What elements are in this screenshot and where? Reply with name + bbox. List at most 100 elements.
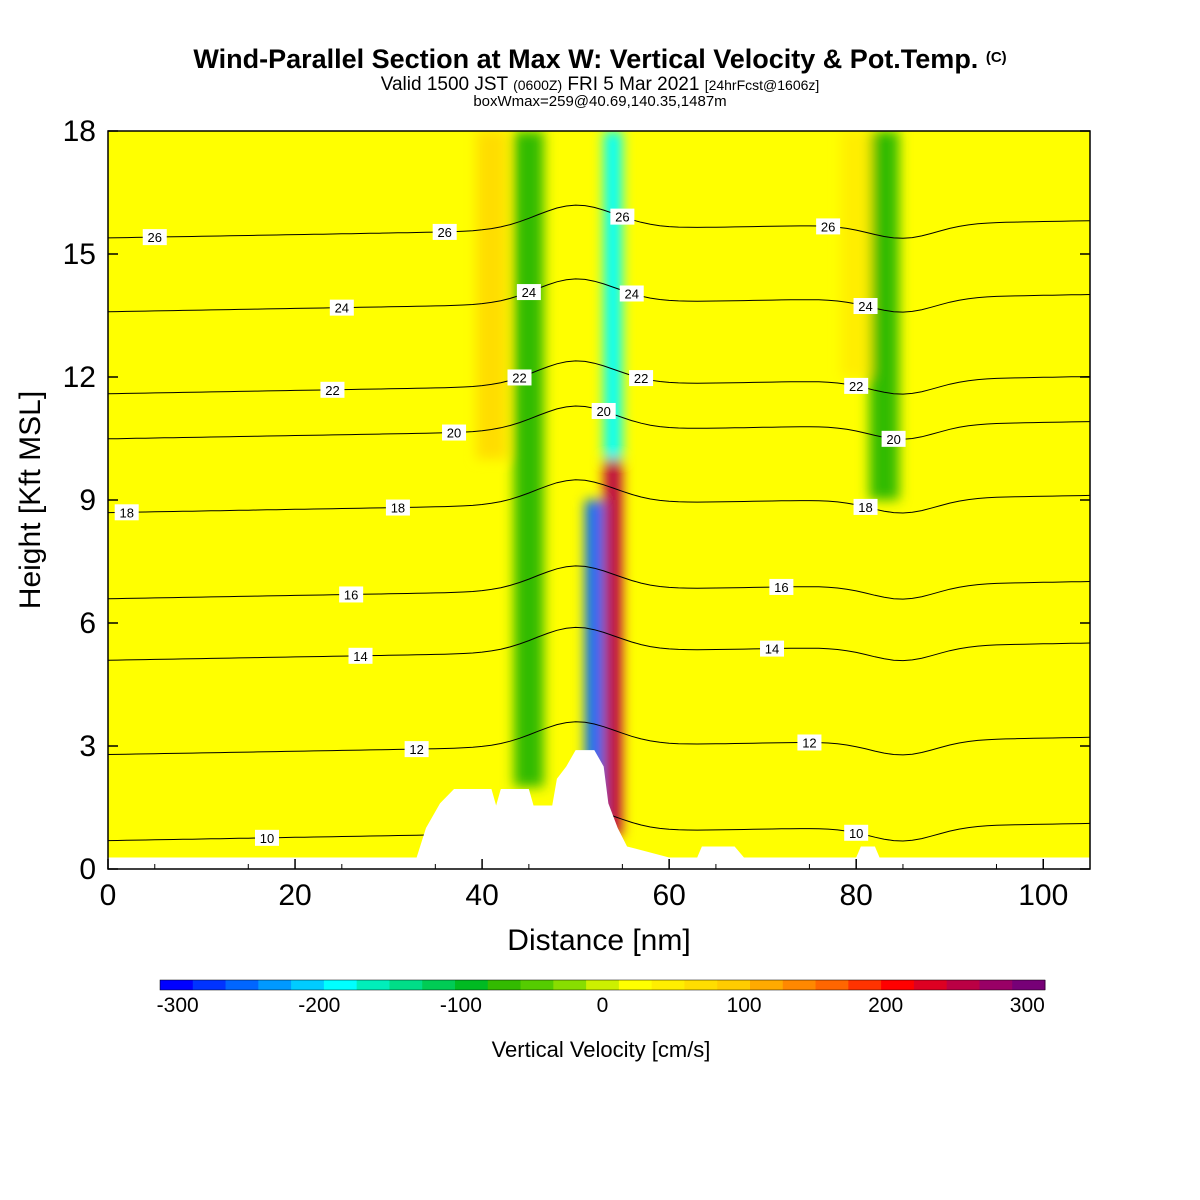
contour-label-text: 16 [774, 580, 788, 595]
contour-label-20-0: 20 [442, 424, 467, 441]
colorbar-tick-label: 100 [727, 994, 762, 1017]
colorbar-tick-label: 300 [1010, 994, 1045, 1017]
contour-label-16-1: 16 [769, 578, 794, 595]
contour-label-text: 12 [409, 742, 423, 757]
contour-label-22-1: 22 [507, 369, 532, 386]
contour-label-text: 16 [344, 587, 358, 602]
colorbar-swatch [782, 980, 817, 990]
contour-label-text: 24 [335, 301, 349, 316]
x-tick-label: 60 [652, 879, 685, 912]
contour-label-10-1: 10 [844, 824, 869, 841]
x-axis: 0 20 40 60 80 100 [100, 859, 1068, 912]
theta-contour-18 [108, 479, 1090, 514]
contour-label-text: 22 [634, 371, 648, 386]
x-tick-label: 100 [1018, 879, 1068, 912]
contour-label-text: 26 [615, 210, 629, 225]
contour-label-26-3: 26 [816, 218, 841, 235]
contour-label-22-0: 22 [320, 381, 345, 398]
contour-label-text: 24 [624, 286, 638, 301]
theta-contour-16 [108, 565, 1090, 600]
contour-label-text: 26 [437, 225, 451, 240]
colorbar-tick-label: 0 [597, 994, 609, 1017]
contour-label-16-0: 16 [339, 586, 364, 603]
contour-label-18-1: 18 [385, 499, 410, 516]
y-tick-label: 0 [79, 853, 96, 886]
boxwmax-line: boxWmax=259@40.69,140.35,1487m [473, 93, 727, 110]
contour-label-text: 20 [447, 426, 461, 441]
colorbar-title: Vertical Velocity [cm/s] [492, 1037, 711, 1062]
colorbar-tick-label: -200 [298, 994, 340, 1017]
contour-label-text: 24 [522, 285, 536, 300]
x-tick-label: 40 [465, 879, 498, 912]
contour-label-10-0: 10 [254, 829, 279, 846]
contour-label-26-1: 26 [432, 223, 457, 240]
colorbar-swatch [586, 980, 620, 990]
contour-label-text: 26 [148, 230, 162, 245]
valid-date: FRI 5 Mar 2021 [567, 74, 700, 95]
colorbar-swatch [750, 980, 784, 990]
colorbar-swatch [881, 980, 915, 990]
velocity-band-6 [841, 131, 872, 377]
colorbar-swatch [848, 980, 882, 990]
x-tick-label: 0 [100, 879, 117, 912]
x-axis-title: Distance [nm] [507, 924, 690, 957]
contour-label-26-0: 26 [142, 229, 167, 246]
colorbar-frame [159, 979, 1046, 991]
contour-label-text: 26 [821, 219, 835, 234]
y-tick-label: 12 [63, 361, 96, 394]
colorbar-swatch [225, 980, 259, 990]
contour-label-text: 14 [765, 642, 779, 657]
contour-label-text: 20 [596, 404, 610, 419]
copyright-mark: (C) [985, 49, 1007, 66]
colorbar-swatch [553, 980, 587, 990]
velocity-band-4 [476, 131, 507, 459]
colorbar-swatch [455, 980, 489, 990]
contour-label-14-0: 14 [348, 647, 373, 664]
colorbar-swatch [422, 980, 456, 990]
y-axis: 0 3 6 9 12 15 18 [63, 115, 1090, 886]
theta-contour-26 [108, 204, 1090, 239]
contour-label-24-2: 24 [619, 285, 644, 302]
theta-contour-14 [108, 626, 1090, 662]
contour-label-24-0: 24 [329, 299, 354, 316]
colorbar-swatch [946, 980, 980, 990]
colorbar-swatch [258, 980, 292, 990]
theta-contour-12 [108, 721, 1090, 756]
colorbar-tick-label: -100 [440, 994, 482, 1017]
velocity-band-3 [513, 131, 544, 787]
colorbar-swatch [717, 980, 751, 990]
contour-label-text: 12 [802, 735, 816, 750]
contour-label-22-3: 22 [844, 377, 869, 394]
colorbar-swatch [913, 980, 948, 990]
colorbar-swatch [979, 980, 1013, 990]
chart-title: Wind-Parallel Section at Max W: Vertical… [0, 44, 1200, 75]
contour-label-24-3: 24 [853, 298, 878, 315]
contour-label-text: 22 [849, 379, 863, 394]
velocity-band-1 [585, 500, 604, 820]
contour-label-12-0: 12 [404, 741, 429, 758]
colorbar-swatch [520, 980, 554, 990]
contour-label-text: 14 [353, 649, 367, 664]
contour-label-text: 18 [858, 500, 872, 515]
contour-label-text: 20 [886, 432, 900, 447]
contour-label-text: 10 [849, 826, 863, 841]
colorbar-swatch [323, 980, 358, 990]
x-tick-label: 80 [840, 879, 873, 912]
chart-title-text: Wind-Parallel Section at Max W: Vertical… [193, 44, 979, 74]
velocity-band-0 [604, 418, 623, 837]
colorbar-swatch [356, 980, 390, 990]
x-tick-label: 20 [278, 879, 311, 912]
y-axis-title: Height [Kft MSL] [14, 391, 47, 609]
terrain [108, 750, 1090, 869]
colorbar-swatch [651, 980, 685, 990]
contour-label-20-2: 20 [881, 430, 906, 447]
y-tick-label: 6 [79, 607, 96, 640]
colorbar-tick-label: -300 [157, 994, 199, 1017]
y-tick-label: 18 [63, 115, 96, 148]
contour-label-text: 22 [325, 383, 339, 398]
contour-label-24-1: 24 [516, 284, 541, 301]
contour-label-20-1: 20 [591, 402, 616, 419]
colorbar-tick-label: 200 [868, 994, 903, 1017]
contour-label-14-1: 14 [760, 640, 785, 657]
